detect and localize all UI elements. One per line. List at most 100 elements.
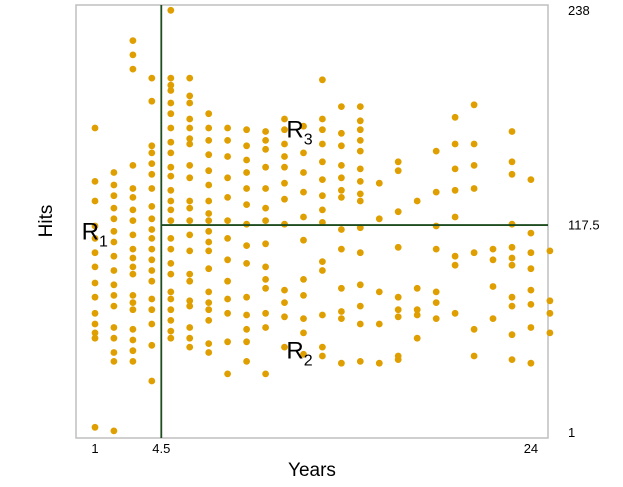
data-point	[356, 281, 364, 289]
data-point	[432, 288, 440, 296]
data-point	[186, 115, 194, 123]
data-point	[413, 284, 421, 292]
y-axis-title: Hits	[36, 205, 57, 238]
data-point	[91, 124, 99, 132]
y-tick-label: 117.5	[568, 218, 600, 233]
data-point	[262, 284, 269, 292]
data-point	[129, 185, 137, 192]
data-point	[186, 74, 194, 82]
data-point	[110, 227, 118, 235]
data-point	[527, 324, 535, 331]
data-point	[319, 176, 326, 184]
data-point	[243, 185, 251, 192]
data-point	[319, 267, 326, 274]
data-point	[451, 186, 459, 194]
data-point	[205, 137, 213, 144]
data-point	[243, 311, 251, 319]
data-point	[110, 349, 118, 356]
data-point	[186, 297, 194, 305]
data-point	[319, 352, 326, 360]
data-point	[300, 329, 307, 337]
data-point	[148, 74, 156, 82]
data-point	[470, 325, 478, 333]
data-point	[432, 222, 440, 230]
data-point	[281, 115, 288, 123]
data-point	[451, 213, 459, 221]
data-point	[167, 163, 175, 171]
data-point	[527, 286, 535, 294]
data-point	[129, 336, 137, 344]
x-tick-labels: 1 4.5 24	[91, 441, 538, 456]
data-point	[91, 293, 99, 301]
data-point	[129, 263, 137, 271]
data-point	[243, 142, 251, 150]
data-point	[262, 370, 269, 378]
data-point	[243, 156, 251, 164]
data-point	[91, 197, 99, 205]
data-point	[167, 99, 175, 107]
y-tick-label: 238	[568, 3, 590, 18]
data-point	[394, 313, 402, 321]
data-point	[356, 117, 364, 125]
data-point	[110, 334, 118, 342]
data-point	[489, 283, 497, 290]
data-point	[186, 231, 194, 239]
data-point	[186, 174, 194, 182]
data-point	[470, 249, 478, 257]
data-point	[205, 288, 213, 296]
data-point	[224, 124, 232, 132]
data-point	[508, 293, 516, 301]
data-point	[205, 217, 213, 225]
data-point	[148, 170, 156, 178]
data-point	[167, 138, 175, 146]
data-point	[205, 349, 213, 356]
data-point	[148, 185, 156, 192]
data-point	[338, 194, 345, 201]
data-point	[205, 306, 213, 314]
data-point	[224, 137, 232, 144]
data-point	[186, 334, 194, 342]
data-point	[148, 245, 156, 253]
data-point	[527, 249, 535, 257]
data-point	[356, 126, 364, 134]
data-point	[205, 110, 213, 118]
data-point	[508, 254, 516, 262]
data-point	[300, 122, 307, 130]
data-point	[129, 231, 137, 239]
data-point	[167, 334, 175, 342]
data-point	[224, 295, 232, 303]
data-point	[338, 142, 345, 150]
data-point	[243, 358, 251, 365]
data-point	[375, 320, 383, 328]
data-point	[300, 149, 307, 157]
data-point	[167, 260, 175, 267]
data-point	[451, 165, 459, 173]
data-point	[262, 204, 269, 212]
data-point	[148, 320, 156, 328]
data-point	[262, 128, 269, 135]
data-point	[262, 137, 269, 144]
data-point	[110, 238, 118, 246]
data-point	[167, 124, 175, 132]
data-point	[205, 265, 213, 273]
data-point	[432, 188, 440, 196]
data-point	[243, 293, 251, 301]
data-point	[508, 302, 516, 310]
data-point	[91, 263, 99, 271]
region-subscript: 2	[304, 353, 313, 370]
data-point	[338, 129, 345, 137]
data-point	[300, 276, 307, 283]
data-point	[186, 99, 194, 107]
data-point	[91, 235, 99, 242]
data-point	[375, 288, 383, 296]
data-point	[356, 302, 364, 310]
data-point	[224, 370, 232, 378]
data-point	[91, 320, 99, 328]
data-point	[413, 334, 421, 342]
data-point	[527, 301, 535, 308]
data-point	[432, 299, 440, 306]
data-point	[186, 277, 194, 285]
data-point	[167, 197, 175, 205]
data-point	[148, 226, 156, 233]
